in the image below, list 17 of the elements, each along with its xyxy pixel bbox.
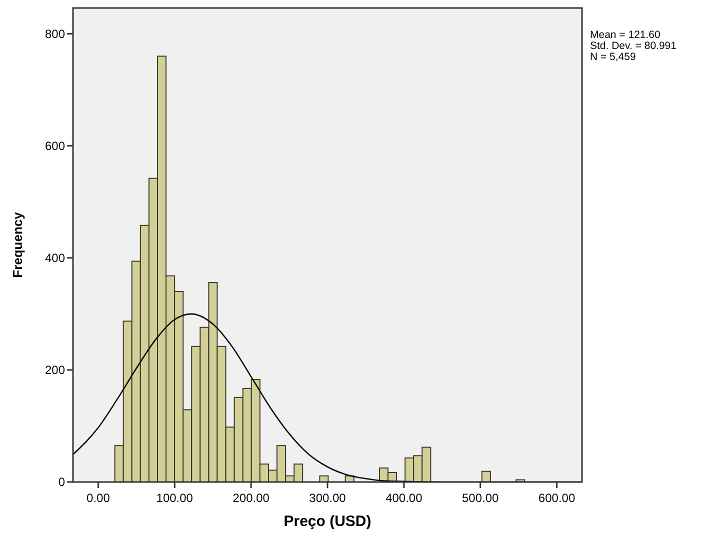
x-tick-label: 400.00 xyxy=(386,491,423,505)
text: N = 5,459 xyxy=(590,51,636,63)
y-tick-label: 400 xyxy=(44,251,66,266)
y-axis-title: Frequency xyxy=(10,211,25,278)
x-tick-label: 300.00 xyxy=(309,491,346,505)
text: Mean = 121.60 xyxy=(590,29,661,41)
x-tick-label: 500.00 xyxy=(462,491,500,505)
x-tick-label: 0.00 xyxy=(86,491,110,505)
x-tick-label: 200.00 xyxy=(232,491,270,505)
text: Std. Dev. = 80.991 xyxy=(590,40,677,52)
x-tick-label: 600.00 xyxy=(538,491,576,505)
x-axis-title: Preço (USD) xyxy=(284,513,372,530)
y-tick-label: 600 xyxy=(44,139,66,154)
x-tick-label: 100.00 xyxy=(156,491,194,505)
y-tick-label: 200 xyxy=(44,363,66,378)
y-tick-label: 800 xyxy=(44,26,66,41)
y-tick-label: 0 xyxy=(58,475,66,490)
